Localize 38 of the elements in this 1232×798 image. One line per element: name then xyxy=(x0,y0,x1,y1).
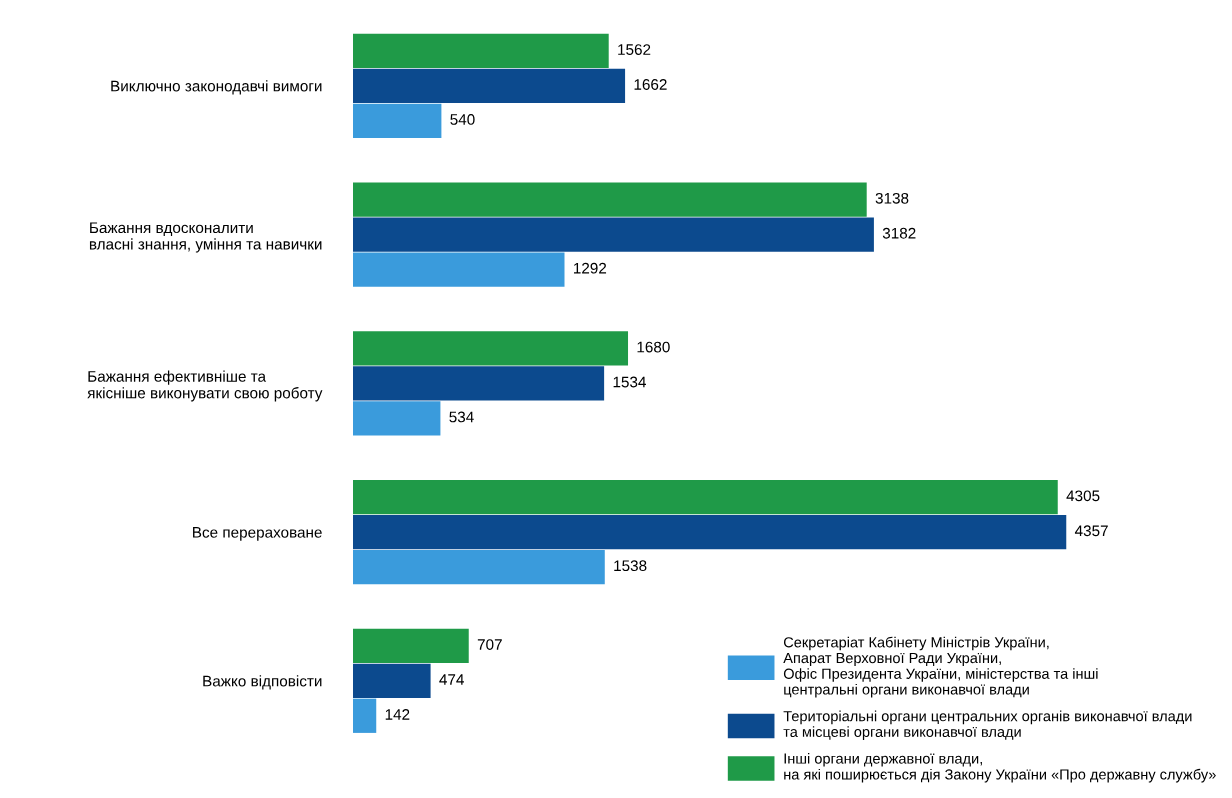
data-label: 474 xyxy=(439,674,464,685)
bar xyxy=(353,549,605,585)
y-tick-label: Виключно законодавчі вимоги xyxy=(111,80,322,95)
y-tick-label: Бажання ефективніше та якісніше виконувати свою роботу xyxy=(87,370,323,402)
bar xyxy=(353,663,431,698)
bar xyxy=(353,252,565,287)
bar xyxy=(353,68,626,103)
legend-label: Секретаріат Кабінету Міністрів України, Апарат Верховної Ради України, Офіс Президента України, міністерства та інші центральні органи виконавчої влади xyxy=(783,636,1098,698)
data-label: 1292 xyxy=(574,262,607,274)
bar xyxy=(353,182,867,217)
legend-label: Територіальні органи центральних органів виконавчої влади та місцеві органи виконавчої влади xyxy=(783,710,1192,740)
data-label: 142 xyxy=(385,709,410,720)
data-label: 1562 xyxy=(618,44,651,55)
bar xyxy=(353,331,629,366)
bar xyxy=(353,401,441,436)
data-label: 4305 xyxy=(1066,490,1100,502)
data-label: 3182 xyxy=(882,227,916,239)
y-tick-label: Все перераховане xyxy=(193,527,322,541)
bar xyxy=(353,514,1067,550)
bar xyxy=(353,366,605,401)
y-tick-label: Важко відповісти xyxy=(203,675,322,690)
bar xyxy=(353,479,1058,515)
bar xyxy=(353,628,469,663)
data-label: 3138 xyxy=(875,192,909,204)
legend-label: Інші органи державної влади, на які поширюється дія Закону України «Про державну службу» xyxy=(784,753,1216,783)
data-label: 540 xyxy=(450,114,475,125)
bar xyxy=(353,33,609,68)
bar xyxy=(353,217,874,252)
data-label: 534 xyxy=(449,411,474,423)
data-label: 4357 xyxy=(1074,525,1108,537)
data-label: 1680 xyxy=(637,341,670,353)
data-label: 707 xyxy=(477,639,502,650)
data-label: 1662 xyxy=(634,79,667,90)
y-tick-label: Бажання вдосконалити власні знання, уміння та навички xyxy=(89,222,322,253)
bar xyxy=(353,698,377,733)
bar xyxy=(353,103,442,138)
data-label: 1538 xyxy=(614,560,647,572)
data-label: 1534 xyxy=(613,376,646,388)
